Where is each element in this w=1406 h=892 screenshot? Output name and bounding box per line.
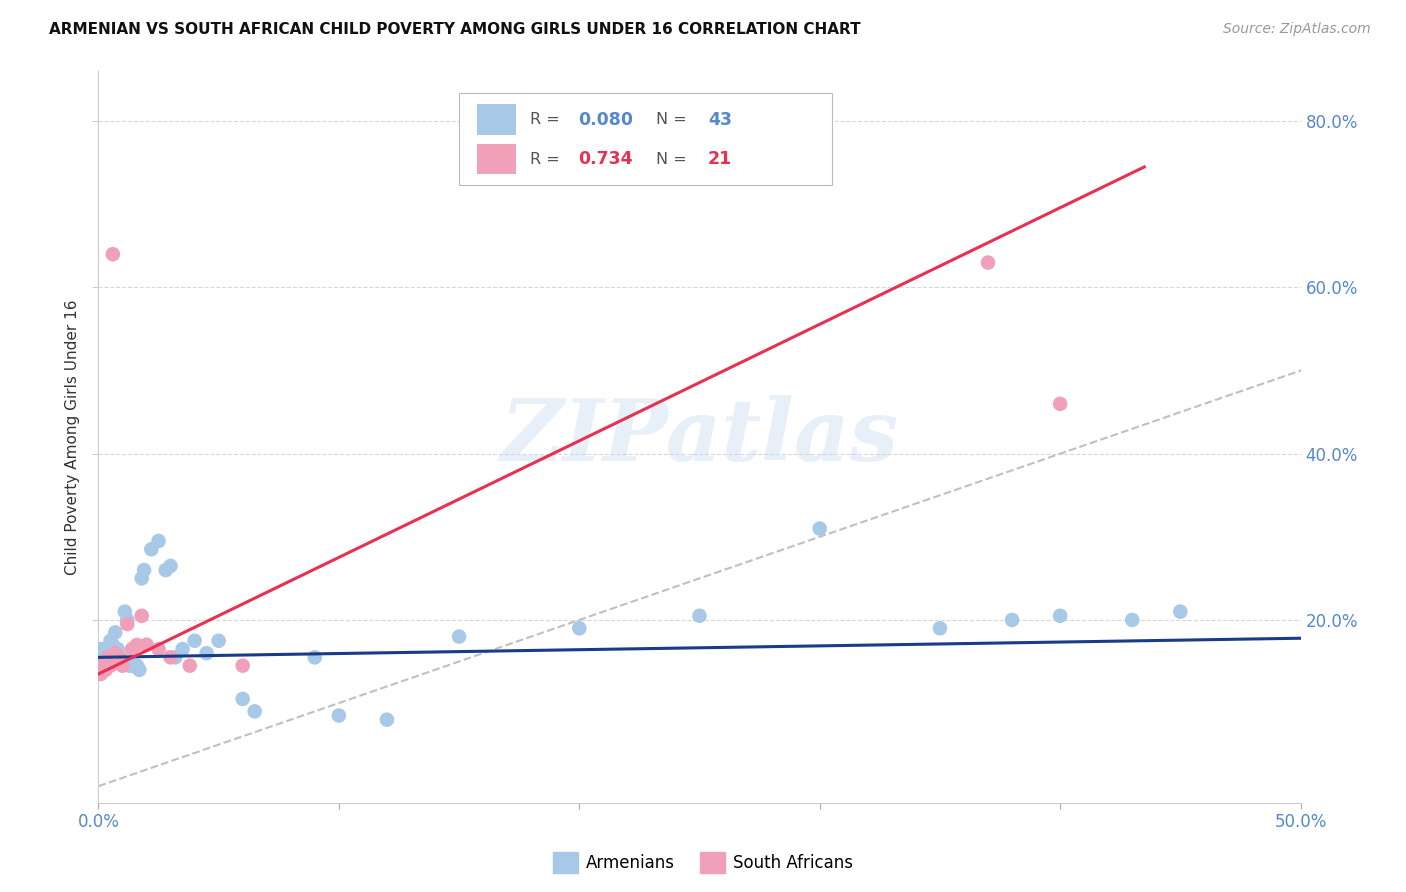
Y-axis label: Child Poverty Among Girls Under 16: Child Poverty Among Girls Under 16 — [65, 300, 80, 574]
Point — [183, 633, 205, 648]
Point — [111, 658, 134, 673]
Point — [689, 608, 711, 623]
Point — [91, 650, 114, 665]
Point — [107, 642, 129, 657]
Text: R =: R = — [530, 152, 565, 167]
Point — [124, 658, 146, 673]
Point — [375, 713, 398, 727]
Point — [114, 605, 136, 619]
FancyBboxPatch shape — [458, 94, 832, 185]
Text: R =: R = — [530, 112, 565, 128]
Point — [94, 655, 117, 669]
Point — [125, 658, 148, 673]
Text: ZIPatlas: ZIPatlas — [501, 395, 898, 479]
Point — [977, 255, 1000, 269]
Point — [232, 692, 254, 706]
Point — [1121, 613, 1143, 627]
Point — [121, 658, 143, 673]
Point — [928, 621, 950, 635]
Point — [100, 658, 122, 673]
Point — [108, 650, 131, 665]
Point — [101, 638, 124, 652]
Point — [159, 558, 181, 573]
Point — [107, 655, 129, 669]
Point — [121, 642, 143, 657]
Point — [111, 655, 134, 669]
Point — [108, 650, 131, 665]
Point — [1001, 613, 1024, 627]
Text: N =: N = — [657, 152, 692, 167]
Point — [94, 663, 117, 677]
Point — [128, 663, 150, 677]
Point — [172, 642, 194, 657]
Text: N =: N = — [657, 112, 692, 128]
Point — [125, 638, 148, 652]
Point — [447, 630, 470, 644]
Text: 21: 21 — [707, 150, 733, 168]
Point — [131, 571, 153, 585]
Point — [97, 646, 120, 660]
Point — [148, 642, 170, 657]
FancyBboxPatch shape — [477, 104, 516, 135]
Text: 43: 43 — [707, 111, 733, 128]
Point — [328, 708, 350, 723]
Point — [104, 646, 127, 660]
Point — [97, 650, 120, 665]
Point — [1049, 397, 1071, 411]
Point — [135, 638, 157, 652]
Text: 0.734: 0.734 — [578, 150, 633, 168]
FancyBboxPatch shape — [477, 144, 516, 175]
Point — [243, 705, 266, 719]
Point — [135, 638, 157, 652]
Point — [104, 625, 127, 640]
Point — [179, 658, 201, 673]
Legend: Armenians, South Africans: Armenians, South Africans — [546, 846, 860, 880]
Point — [159, 650, 181, 665]
Text: ARMENIAN VS SOUTH AFRICAN CHILD POVERTY AMONG GIRLS UNDER 16 CORRELATION CHART: ARMENIAN VS SOUTH AFRICAN CHILD POVERTY … — [49, 22, 860, 37]
Point — [90, 667, 112, 681]
Point — [132, 563, 155, 577]
Point — [141, 542, 163, 557]
Point — [155, 563, 177, 577]
Point — [91, 658, 114, 673]
Text: Source: ZipAtlas.com: Source: ZipAtlas.com — [1223, 22, 1371, 37]
Point — [195, 646, 218, 660]
Point — [131, 608, 153, 623]
Point — [1170, 605, 1192, 619]
Point — [1049, 608, 1071, 623]
Point — [90, 642, 112, 657]
Text: 0.080: 0.080 — [578, 111, 633, 128]
Point — [808, 521, 831, 535]
Point — [568, 621, 591, 635]
Point — [101, 247, 124, 261]
Point — [208, 633, 231, 648]
Point — [100, 633, 122, 648]
Point — [304, 650, 326, 665]
Point — [148, 533, 170, 548]
Point — [118, 658, 141, 673]
Point — [117, 613, 139, 627]
Point — [232, 658, 254, 673]
Point — [117, 617, 139, 632]
Point — [165, 650, 187, 665]
